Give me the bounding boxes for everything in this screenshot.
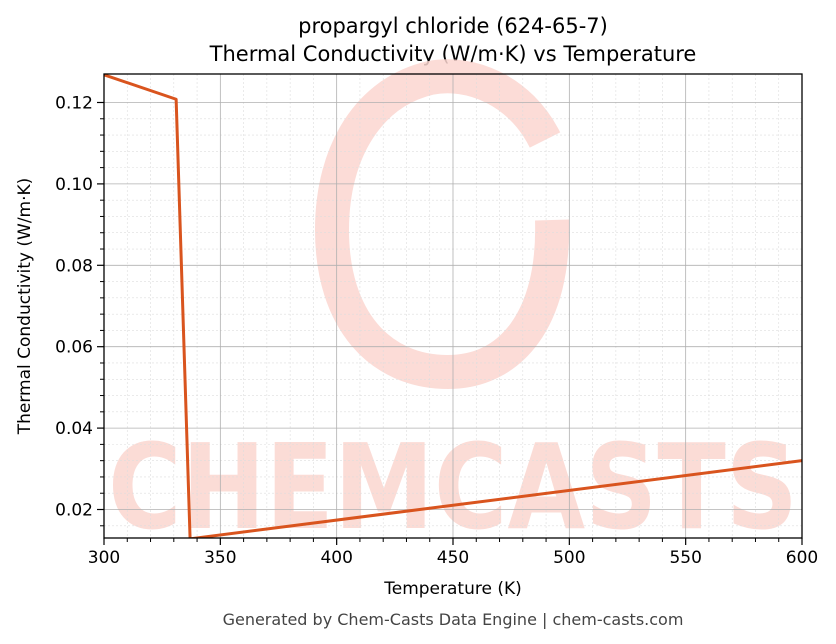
y-axis-label: Thermal Conductivity (W/m·K) bbox=[15, 178, 35, 436]
x-tick-label: 300 bbox=[88, 548, 120, 568]
chart-title: propargyl chloride (624-65-7) bbox=[298, 14, 608, 38]
y-axis: 0.02 0.04 0.06 0.08 0.10 0.12 bbox=[55, 93, 104, 527]
y-tick-label: 0.10 bbox=[55, 175, 93, 195]
x-axis-label: Temperature (K) bbox=[383, 579, 522, 599]
x-tick-label: 450 bbox=[437, 548, 469, 568]
watermark-logo-arc bbox=[314, 59, 570, 390]
x-axis: 300 350 400 450 500 550 600 bbox=[88, 538, 818, 568]
y-tick-label: 0.08 bbox=[55, 256, 93, 276]
x-tick-label: 500 bbox=[553, 548, 585, 568]
series-layer bbox=[104, 74, 802, 538]
x-tick-label: 550 bbox=[669, 548, 701, 568]
x-tick-label: 600 bbox=[786, 548, 818, 568]
y-tick-label: 0.12 bbox=[55, 93, 93, 113]
series-line bbox=[104, 74, 802, 538]
y-tick-label: 0.06 bbox=[55, 338, 93, 358]
y-tick-label: 0.04 bbox=[55, 419, 93, 439]
footer-credit: Generated by Chem-Casts Data Engine | ch… bbox=[223, 610, 684, 629]
x-tick-label: 400 bbox=[320, 548, 352, 568]
x-tick-label: 350 bbox=[204, 548, 236, 568]
y-tick-label: 0.02 bbox=[55, 501, 93, 521]
